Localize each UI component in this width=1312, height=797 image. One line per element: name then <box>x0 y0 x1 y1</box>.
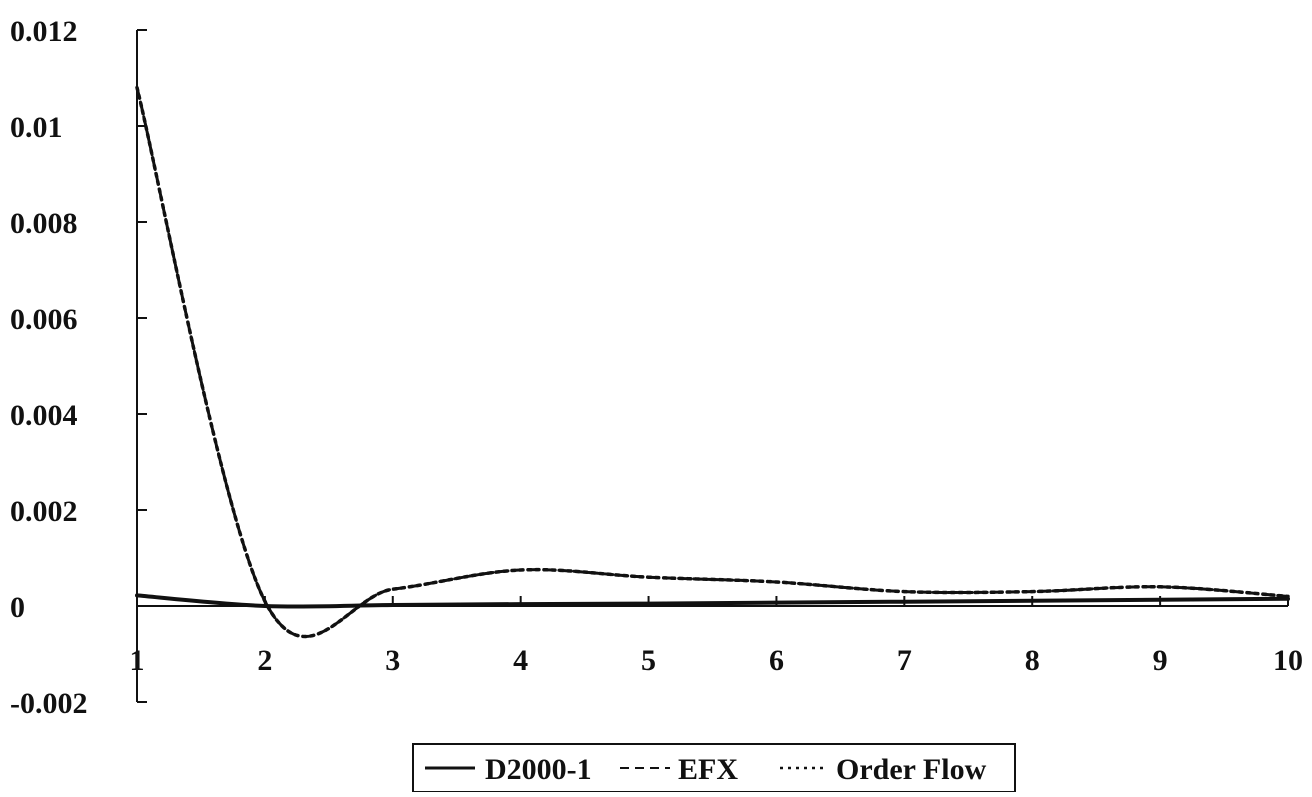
x-tick-label: 6 <box>769 644 784 677</box>
x-tick-label: 7 <box>897 644 912 677</box>
y-axis-ticks: 0.012 0.01 0.008 0.006 0.004 0.002 0 -0.002 <box>10 15 147 720</box>
x-tick-label: 2 <box>257 644 272 677</box>
legend-label: EFX <box>678 753 738 786</box>
y-tick-label: 0.01 <box>10 111 63 144</box>
y-tick-label: 0.008 <box>10 207 78 240</box>
y-tick-label: 0.012 <box>10 15 78 48</box>
x-tick-label: 9 <box>1153 644 1168 677</box>
y-tick-label: 0.002 <box>10 495 78 528</box>
series-line-d2000-1 <box>135 593 1290 609</box>
legend-box <box>412 743 1016 793</box>
series-group <box>135 85 1290 639</box>
x-tick-label: 3 <box>385 644 400 677</box>
y-tick-label: -0.002 <box>10 687 88 720</box>
y-tick-label: 0.006 <box>10 303 78 336</box>
series-line-efx <box>135 86 1290 638</box>
x-tick-label: 10 <box>1273 644 1303 677</box>
legend-label: Order Flow <box>836 753 987 786</box>
legend: D2000-1 EFX Order Flow <box>412 743 1016 793</box>
x-tick-label: 5 <box>641 644 656 677</box>
legend-label: D2000-1 <box>485 753 592 786</box>
x-tick-label: 8 <box>1025 644 1040 677</box>
x-tick-label: 1 <box>130 644 145 677</box>
y-tick-label: 0 <box>10 591 25 624</box>
x-tick-label: 4 <box>513 644 528 677</box>
y-tick-label: 0.004 <box>10 399 78 432</box>
x-axis-ticks: 1 2 3 4 5 6 7 8 9 10 <box>130 596 1303 677</box>
series-line-order-flow <box>135 85 1290 639</box>
